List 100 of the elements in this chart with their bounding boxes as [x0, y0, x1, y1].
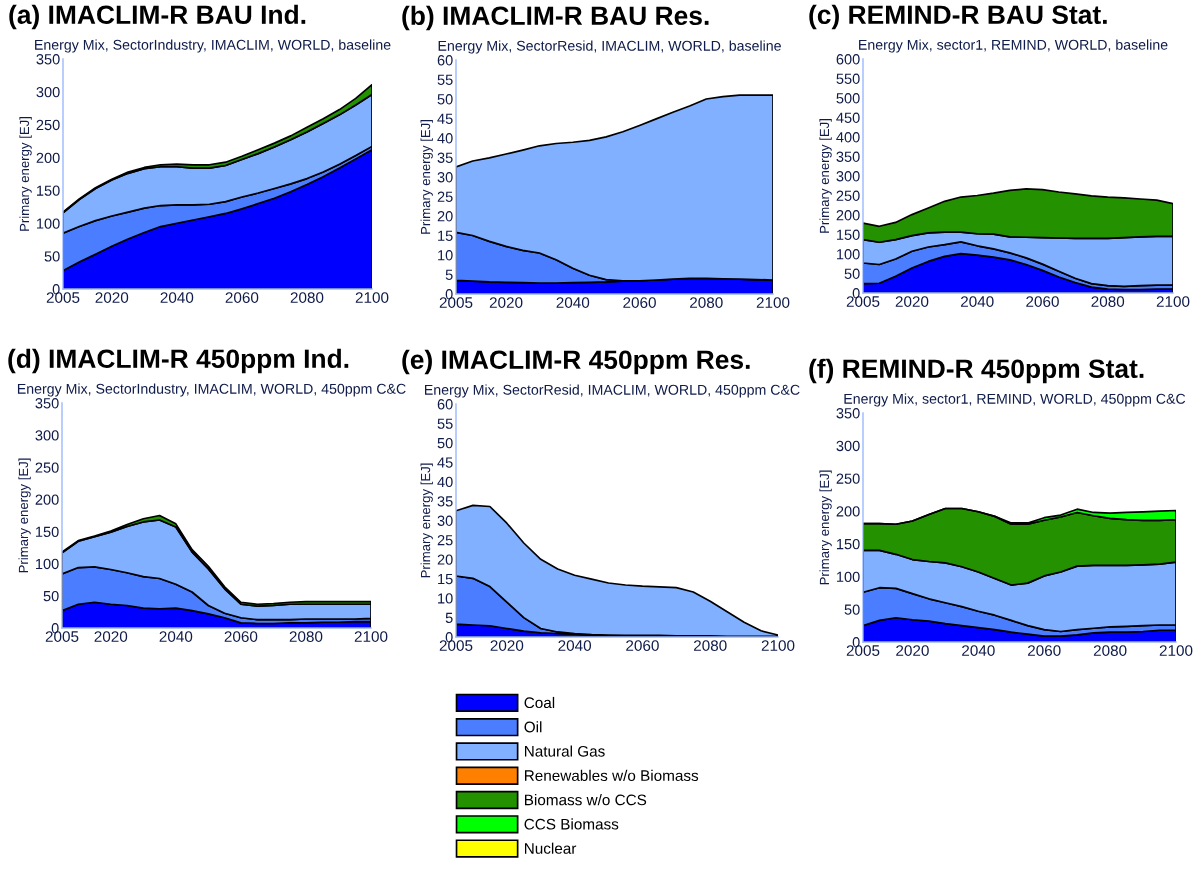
y-axis-title: Primary energy [EJ] [18, 458, 31, 573]
y-tick-label: 15 [438, 574, 453, 585]
y-tick-label: 10 [438, 593, 453, 604]
y-tick-label: 30 [437, 515, 453, 526]
y-tick-label: 600 [836, 54, 860, 65]
y-tick-label: 150 [37, 185, 60, 196]
x-tick-label: 2100 [354, 631, 388, 642]
y-axis-title: Primary energy [EJ] [420, 120, 433, 234]
y-tick-label: 45 [437, 113, 453, 124]
y-tick-label: 50 [844, 268, 860, 279]
y-tick-label: 150 [837, 538, 860, 550]
y-tick-label: 20 [437, 554, 453, 565]
y-tick-label: 20 [437, 211, 453, 222]
y-tick-label: 50 [43, 590, 59, 602]
y-tick-label: 350 [836, 408, 860, 419]
x-tick-label: 2080 [690, 297, 723, 308]
x-tick-label: 2080 [1093, 645, 1127, 656]
y-tick-label: 55 [437, 418, 453, 429]
x-tick-label: 2040 [558, 640, 592, 651]
y-tick-label: 300 [836, 171, 860, 182]
y-tick-label: 10 [438, 250, 453, 261]
chart-subtitle: Energy Mix, SectorResid, IMACLIM, WORLD, baseline [438, 40, 781, 54]
x-tick-label: 2060 [1027, 645, 1061, 656]
y-tick-label: 300 [836, 440, 860, 452]
y-tick-label: 200 [836, 210, 860, 221]
x-tick-label: 2020 [896, 645, 929, 656]
chart-title: (f) REMIND-R 450ppm Stat. [809, 358, 1144, 384]
y-tick-label: 250 [836, 473, 860, 484]
y-tick-label: 60 [437, 399, 453, 410]
y-tick-label: 100 [37, 218, 60, 229]
y-tick-label: 200 [836, 506, 860, 517]
y-tick-label: 50 [44, 251, 60, 262]
y-axis-title: Primary energy [EJ] [19, 117, 32, 231]
y-tick-label: 500 [836, 93, 860, 104]
y-tick-label: 300 [36, 86, 60, 98]
legend-label: Nuclear [525, 842, 577, 854]
y-tick-label: 550 [836, 73, 860, 84]
x-tick-label: 2080 [693, 640, 727, 651]
y-tick-label: 25 [437, 535, 453, 546]
y-tick-label: 40 [437, 476, 453, 488]
chart-subtitle: Energy Mix, sector1, REMIND, WORLD, 450ppm C&C [844, 393, 1186, 407]
x-tick-label: 2060 [623, 297, 656, 308]
x-tick-label: 2020 [94, 631, 128, 642]
x-tick-label: 2060 [225, 292, 259, 303]
y-tick-label: 350 [36, 54, 60, 65]
y-tick-label: 300 [35, 430, 59, 441]
y-tick-label: 5 [445, 612, 453, 624]
x-tick-label: 2060 [224, 631, 258, 642]
chart-title: (c) REMIND-R BAU Stat. [809, 4, 1107, 30]
x-tick-label: 2100 [756, 297, 790, 308]
chart-title: (d) IMACLIM-R 450ppm Ind. [8, 348, 349, 374]
y-tick-label: 100 [36, 558, 59, 570]
y-tick-label: 200 [36, 152, 60, 163]
y-tick-label: 200 [35, 494, 59, 505]
y-tick-label: 250 [836, 190, 860, 201]
x-tick-label: 2080 [289, 631, 323, 642]
y-axis-title: Primary energy [EJ] [420, 463, 433, 578]
legend-label: Coal [524, 696, 555, 709]
x-tick-label: 2060 [1026, 296, 1059, 307]
x-tick-label: 2040 [556, 297, 590, 308]
y-tick-label: 5 [445, 269, 453, 280]
x-tick-label: 2100 [761, 640, 795, 651]
x-tick-label: 2020 [95, 292, 129, 303]
y-tick-label: 60 [437, 55, 453, 66]
chart-title: (a) IMACLIM-R BAU Ind. [9, 4, 306, 30]
x-tick-label: 2040 [960, 296, 994, 307]
y-tick-label: 350 [35, 398, 59, 409]
x-tick-label: 2080 [290, 292, 324, 303]
chart-title: (b) IMACLIM-R BAU Res. [402, 5, 709, 31]
y-tick-label: 350 [836, 151, 860, 162]
chart-subtitle: Energy Mix, SectorResid, IMACLIM, WORLD, 450ppm C&C [425, 384, 800, 398]
y-tick-label: 50 [437, 437, 453, 449]
x-tick-label: 2020 [489, 297, 523, 308]
y-tick-label: 150 [837, 229, 860, 240]
y-tick-label: 30 [437, 172, 453, 183]
y-tick-label: 35 [437, 496, 453, 507]
x-tick-label: 2020 [895, 296, 929, 307]
y-tick-label: 250 [36, 119, 60, 131]
legend-label: CCS Biomass [524, 818, 619, 830]
x-tick-label: 2060 [626, 640, 659, 651]
chart-subtitle: Energy Mix, SectorIndustry, IMACLIM, WORLD, baseline [35, 39, 391, 53]
x-tick-label: 2040 [962, 645, 995, 656]
y-tick-label: 100 [837, 249, 860, 260]
legend-label: Renewables w/o Biomass [525, 769, 699, 781]
y-tick-label: 400 [836, 132, 860, 143]
y-axis-title: Primary energy [EJ] [819, 470, 832, 585]
y-tick-label: 50 [844, 604, 860, 615]
y-tick-label: 40 [437, 133, 453, 144]
chart-subtitle: Energy Mix, sector1, REMIND, WORLD, baseline [859, 39, 1168, 53]
y-tick-label: 250 [35, 462, 59, 473]
y-tick-label: 15 [438, 230, 453, 241]
chart-title: (e) IMACLIM-R 450ppm Res. [402, 349, 750, 375]
legend-label: Oil [524, 721, 542, 733]
x-tick-label: 2040 [160, 292, 194, 303]
x-tick-label: 2100 [355, 292, 389, 303]
legend-label: Natural Gas [525, 745, 605, 757]
x-tick-label: 2080 [1091, 296, 1125, 307]
chart-subtitle: Energy Mix, SectorIndustry, IMACLIM, WORLD, 450ppm C&C [17, 383, 406, 397]
y-tick-label: 45 [437, 457, 453, 468]
y-tick-label: 25 [437, 191, 453, 202]
